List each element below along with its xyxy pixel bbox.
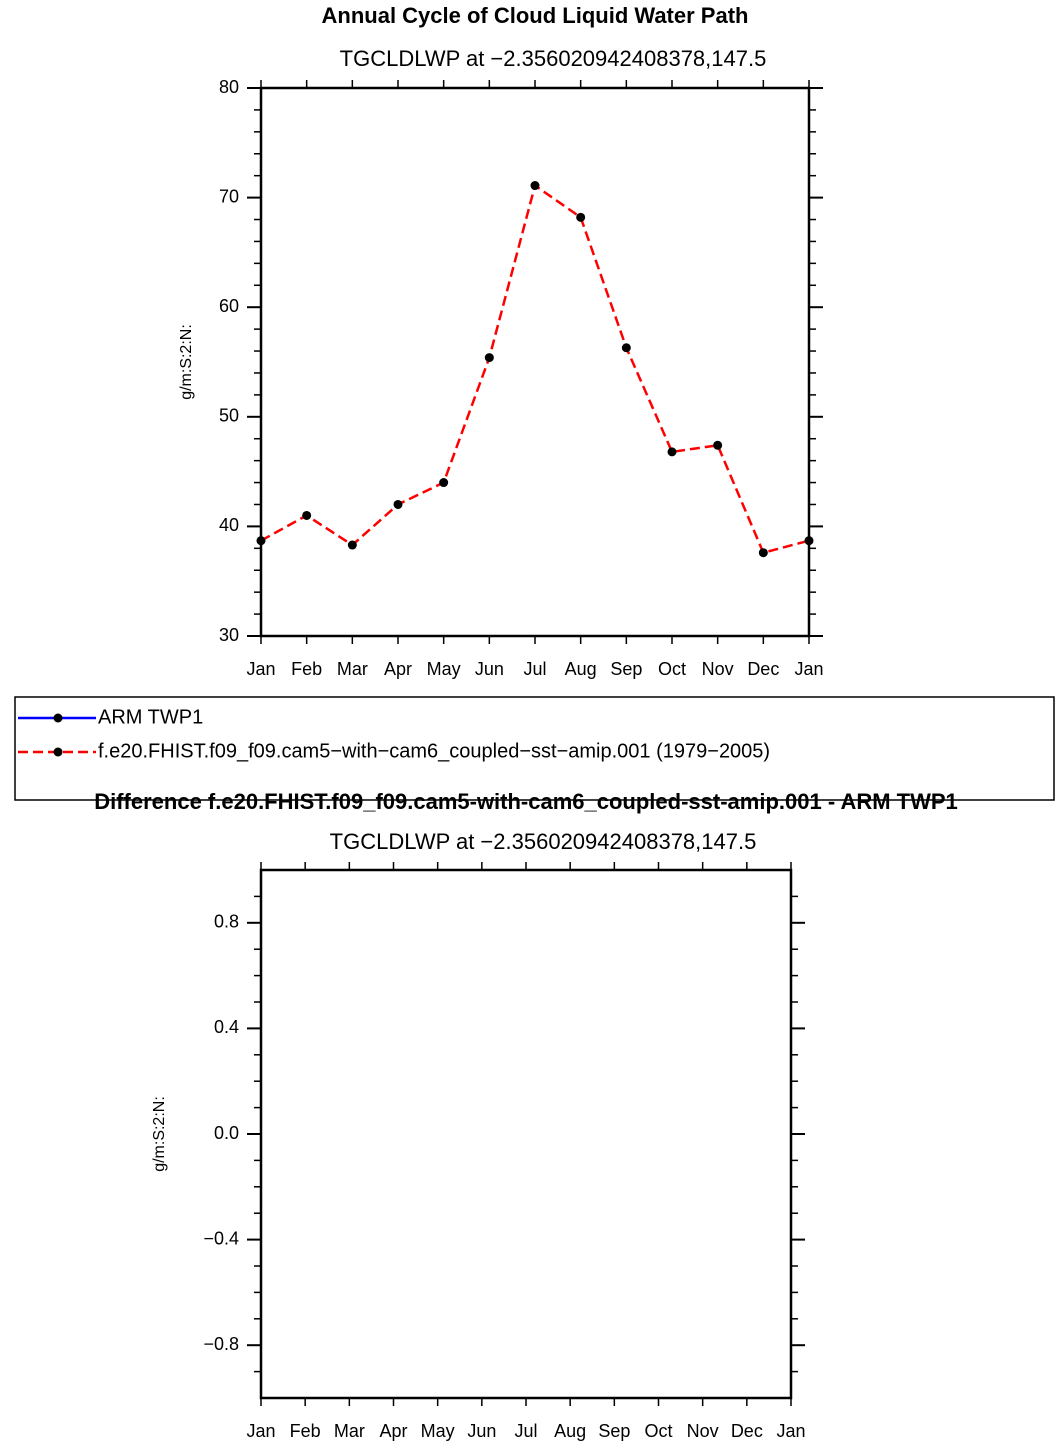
data-point: [713, 440, 723, 450]
data-point: [576, 212, 586, 222]
x-tick-label: Jan: [246, 1421, 275, 1441]
y-tick-label: 40: [219, 515, 239, 535]
chart-title: Difference f.e20.FHIST.f09_f09.cam5-with…: [94, 789, 958, 814]
y-tick-label: 0.0: [214, 1123, 239, 1143]
legend-marker: [53, 747, 63, 757]
series-line: [260, 183, 810, 555]
data-point: [302, 510, 312, 520]
x-tick-label: Feb: [291, 659, 322, 679]
y-tick-label: 60: [219, 296, 239, 316]
x-tick-label: Feb: [290, 1421, 321, 1441]
x-tick-label: Apr: [379, 1421, 407, 1441]
chart-title: Annual Cycle of Cloud Liquid Water Path: [322, 3, 749, 28]
x-tick-label: Jan: [776, 1421, 805, 1441]
plot-frame: [259, 86, 811, 638]
y-tick-label: −0.8: [203, 1334, 239, 1354]
x-tick-label: Aug: [565, 659, 597, 679]
chart-subtitle: TGCLDLWP at −2.356020942408378,147.5: [330, 829, 757, 854]
data-point: [667, 447, 677, 457]
legend-label: f.e20.FHIST.f09_f09.cam5−with−cam6_coupl…: [98, 740, 770, 762]
x-tick-label: Jun: [475, 659, 504, 679]
legend-marker: [53, 713, 63, 723]
y-tick-label: 50: [219, 406, 239, 426]
data-point: [347, 540, 357, 550]
x-tick-label: Nov: [702, 659, 734, 679]
y-tick-label: 70: [219, 186, 239, 206]
x-tick-label: May: [427, 659, 461, 679]
x-tick-label: Dec: [731, 1421, 763, 1441]
legend-box: [14, 696, 1055, 801]
x-tick-label: Jan: [794, 659, 823, 679]
plot-frame: [259, 868, 793, 1400]
y-tick-label: −0.4: [203, 1228, 239, 1248]
data-point: [393, 499, 403, 509]
data-point: [621, 343, 631, 353]
y-tick-label: 0.8: [214, 912, 239, 932]
x-tick-label: Mar: [337, 659, 368, 679]
x-tick-label: Jul: [514, 1421, 537, 1441]
x-tick-label: Dec: [747, 659, 779, 679]
x-tick-label: May: [421, 1421, 455, 1441]
x-tick-label: Sep: [598, 1421, 630, 1441]
x-tick-label: Oct: [644, 1421, 672, 1441]
data-point: [530, 181, 540, 191]
x-tick-label: Jun: [467, 1421, 496, 1441]
y-axis-label: g/m:S:2:N:: [178, 324, 195, 400]
x-tick-label: Sep: [610, 659, 642, 679]
x-tick-label: Jul: [523, 659, 546, 679]
y-tick-label: 0.4: [214, 1017, 239, 1037]
data-point: [758, 548, 768, 558]
y-tick-label: 80: [219, 77, 239, 97]
x-tick-label: Mar: [334, 1421, 365, 1441]
data-point: [439, 478, 449, 488]
x-tick-label: Nov: [687, 1421, 719, 1441]
x-tick-label: Oct: [658, 659, 686, 679]
legend-label: ARM TWP1: [98, 706, 203, 728]
y-axis-label: g/m:S:2:N:: [151, 1096, 168, 1172]
data-point: [484, 353, 494, 363]
y-tick-label: 30: [219, 625, 239, 645]
chart-subtitle: TGCLDLWP at −2.356020942408378,147.5: [340, 46, 767, 71]
x-tick-label: Apr: [384, 659, 412, 679]
x-tick-label: Aug: [554, 1421, 586, 1441]
x-tick-label: Jan: [246, 659, 275, 679]
